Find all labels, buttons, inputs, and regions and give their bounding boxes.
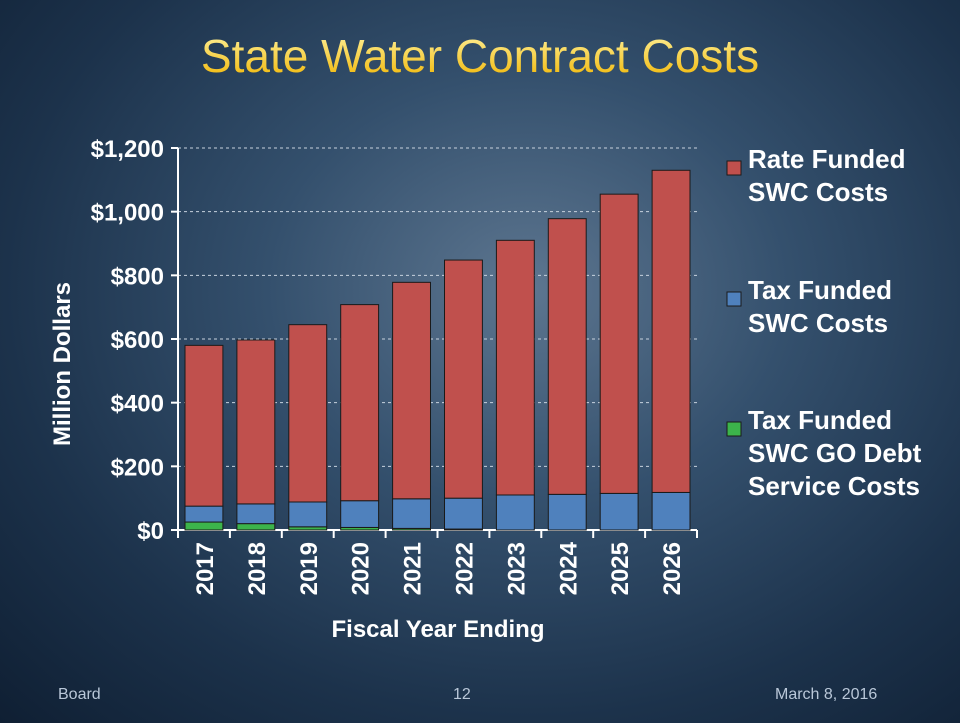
footer-center: 12 bbox=[453, 686, 471, 703]
x-tick-label: 2023 bbox=[503, 542, 530, 595]
x-tick-label: 2021 bbox=[400, 542, 427, 595]
bar-segment bbox=[599, 193, 639, 494]
y-tick-label: $1,000 bbox=[91, 200, 164, 227]
bar-segment bbox=[184, 344, 224, 507]
bar-segment bbox=[651, 491, 691, 531]
bar-segment bbox=[392, 498, 431, 529]
x-tick-label: 2022 bbox=[451, 542, 478, 595]
bar-segment bbox=[547, 493, 587, 531]
chart-title: State Water Contract Costs bbox=[201, 30, 759, 82]
y-tick-label: $600 bbox=[111, 327, 164, 354]
bar-segment bbox=[495, 494, 535, 531]
legend-swatch bbox=[726, 160, 742, 176]
bar-segment bbox=[288, 501, 328, 528]
y-tick-label: $400 bbox=[111, 391, 164, 418]
footer-right: March 8, 2016 bbox=[775, 686, 878, 703]
bar-segment bbox=[340, 500, 380, 528]
bar-segment bbox=[392, 281, 431, 500]
legend-swatch bbox=[726, 421, 742, 437]
bar-segment bbox=[340, 304, 380, 502]
x-tick-label: 2018 bbox=[244, 542, 271, 595]
bar-segment bbox=[495, 239, 535, 496]
bar-segment bbox=[288, 324, 328, 503]
x-tick-label: 2024 bbox=[555, 541, 582, 595]
bar-segment bbox=[184, 521, 224, 531]
bar-segment bbox=[444, 497, 483, 530]
y-tick-label: $800 bbox=[111, 263, 164, 290]
x-axis-label: Fiscal Year Ending bbox=[332, 616, 545, 643]
x-tick-label: 2025 bbox=[607, 542, 634, 595]
legend-label: Rate Funded SWC Costs bbox=[748, 144, 906, 207]
bar-segment bbox=[236, 339, 276, 505]
y-tick-label: $0 bbox=[137, 518, 164, 545]
x-tick-label: 2017 bbox=[192, 542, 219, 595]
footer-left: Board bbox=[58, 686, 101, 703]
legend-swatch bbox=[726, 291, 742, 307]
x-tick-label: 2019 bbox=[296, 542, 323, 595]
bar-segment bbox=[444, 259, 483, 499]
bar-segment bbox=[236, 523, 276, 531]
legend-label: Tax Funded SWC Costs bbox=[748, 275, 892, 338]
y-tick-label: $1,200 bbox=[91, 136, 164, 163]
bar-segment bbox=[651, 169, 691, 493]
legend-label: Tax Funded SWC GO Debt Service Costs bbox=[748, 405, 922, 501]
bar-segment bbox=[236, 503, 276, 525]
x-tick-label: 2026 bbox=[659, 542, 686, 595]
y-tick-label: $200 bbox=[111, 454, 164, 481]
y-axis-label: Million Dollars bbox=[49, 282, 76, 446]
bar-segment bbox=[599, 492, 639, 531]
bar-segment bbox=[547, 218, 587, 495]
x-tick-label: 2020 bbox=[348, 542, 375, 595]
bar-segment bbox=[184, 505, 224, 523]
